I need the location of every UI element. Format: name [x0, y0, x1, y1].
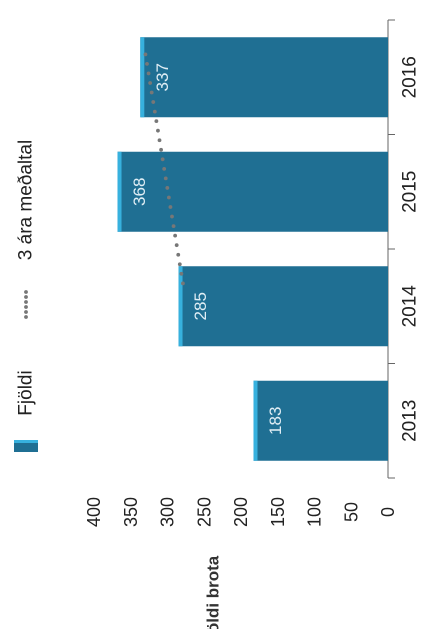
average-line-dot	[173, 233, 178, 238]
average-line-dot	[166, 195, 171, 200]
average-line-dot	[160, 157, 165, 162]
category-label-2013: 2013	[400, 400, 421, 442]
average-line-dot	[174, 243, 179, 248]
legend-swatch-average-dot	[24, 305, 28, 309]
bar-edge-2013	[253, 380, 258, 461]
data-label-2014: 285	[191, 292, 210, 320]
value-tick-label-350: 350	[121, 497, 141, 527]
category-label-2015: 2015	[400, 171, 421, 213]
bar-edge-2015	[117, 151, 122, 232]
value-tick-label-200: 200	[231, 497, 251, 527]
average-line-dot	[171, 224, 176, 229]
data-label-2013: 183	[266, 407, 285, 435]
average-line-dot	[181, 281, 185, 286]
legend-swatch-average-dot	[24, 290, 28, 294]
average-line-dot	[146, 71, 151, 76]
average-line-dot	[176, 252, 181, 257]
bar-edge-2014	[178, 266, 183, 347]
average-line-dot	[168, 205, 173, 209]
bar-2013	[253, 380, 388, 461]
legend-swatch-average-dot	[24, 310, 28, 314]
bar-2015	[117, 151, 389, 232]
average-line-dot	[159, 147, 163, 152]
category-label-2014: 2014	[400, 285, 421, 328]
average-line-dot	[163, 176, 168, 181]
legend-label-fjoldi: Fjöldi	[16, 370, 37, 415]
average-line-dot	[151, 100, 156, 104]
average-line-dot	[154, 119, 159, 124]
value-tick-label-400: 400	[84, 497, 104, 527]
value-tick-label-50: 50	[341, 502, 361, 522]
average-line-dot	[143, 52, 148, 57]
average-line-dot	[162, 166, 167, 171]
category-label-2016: 2016	[400, 56, 421, 98]
data-label-2016: 337	[153, 63, 172, 91]
value-tick-label-100: 100	[305, 497, 325, 527]
value-tick-label-300: 300	[158, 497, 178, 527]
value-tick-label-0: 0	[378, 507, 398, 517]
average-line-dot	[156, 128, 160, 133]
average-line-dot	[149, 90, 154, 95]
legend-swatch-average-dot	[24, 300, 28, 304]
data-label-2015: 368	[130, 178, 149, 206]
average-line-dot	[165, 186, 170, 190]
value-tick-label-250: 250	[194, 497, 214, 527]
legend-swatch-average-dot	[24, 295, 28, 299]
average-line-dot	[152, 109, 157, 114]
average-line-dot	[177, 262, 182, 267]
legend-label-average: 3 ára meðaltal	[16, 140, 37, 260]
average-line-dot	[148, 81, 153, 85]
average-line-dot	[157, 138, 162, 143]
average-line-dot	[145, 61, 149, 66]
average-line-dot	[179, 271, 184, 276]
value-tick-label-150: 150	[268, 497, 288, 527]
average-line-dot	[170, 214, 174, 219]
legend-swatch-edge-fjoldi	[14, 440, 38, 443]
value-axis-title: Fjöldi brota	[204, 555, 223, 629]
bar-2014	[178, 266, 388, 347]
legend-swatch-average-dot	[24, 315, 28, 319]
bar-2016	[140, 37, 388, 118]
bar-edge-2016	[140, 37, 145, 118]
